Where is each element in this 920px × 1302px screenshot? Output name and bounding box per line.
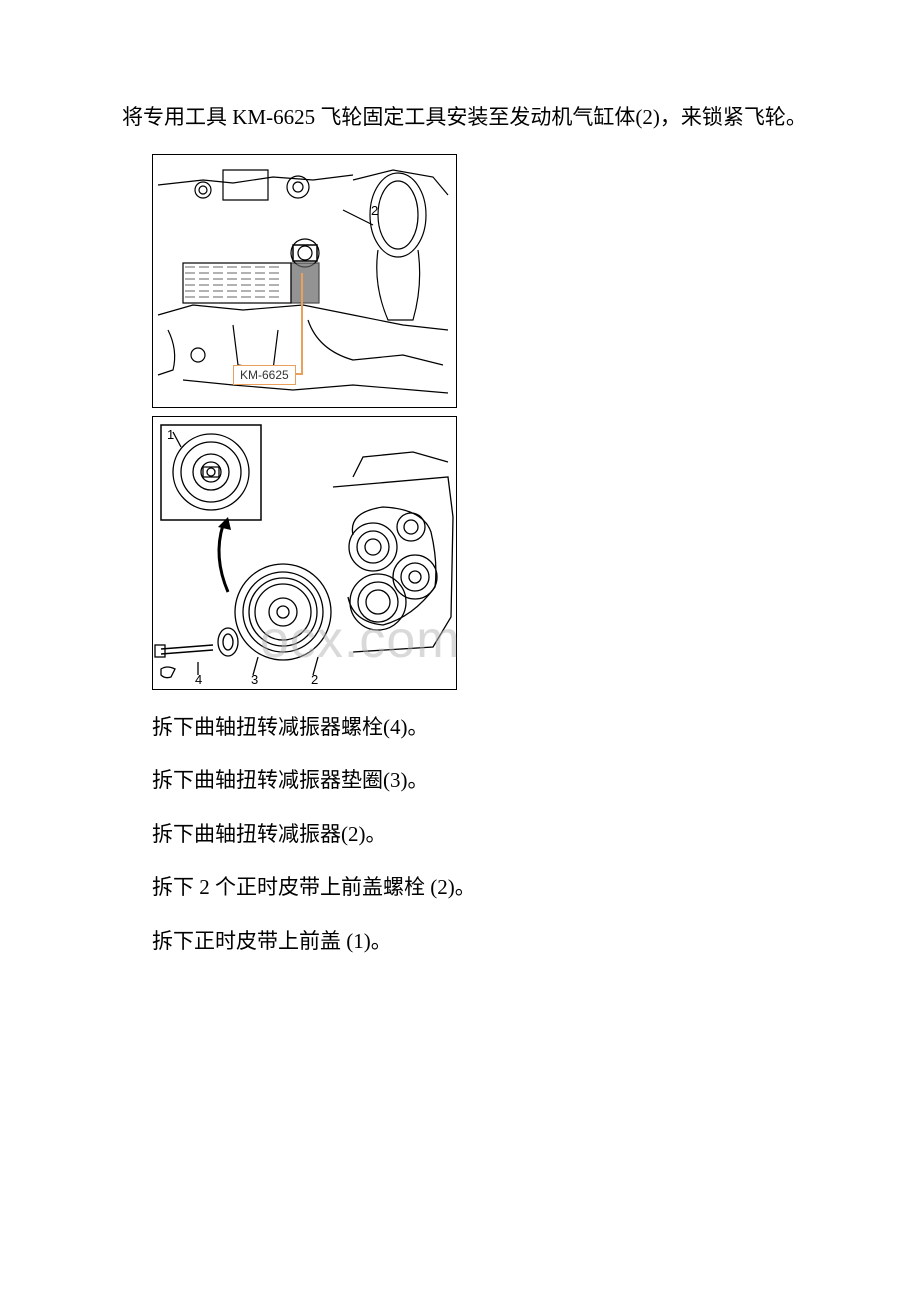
step-4: 拆下 2 个正时皮带上前盖螺栓 (2)。: [152, 872, 840, 904]
step-3: 拆下曲轴扭转减振器(2)。: [152, 819, 840, 851]
figure-1: 2 KM-6625: [152, 154, 457, 408]
callout-km-6625: KM-6625: [233, 365, 296, 385]
callout-line: [301, 273, 303, 373]
intro-paragraph: 将专用工具 KM-6625 飞轮固定工具安装至发动机气缸体(2)，来锁紧飞轮。: [80, 100, 840, 136]
figure-2-marker-2: 2: [311, 672, 318, 687]
figure-1-marker-2: 2: [371, 203, 378, 218]
figure-2-marker-4: 4: [195, 672, 202, 687]
step-5: 拆下正时皮带上前盖 (1)。: [152, 926, 840, 958]
figure-2-marker-3: 3: [251, 672, 258, 687]
figure-2-svg: [153, 417, 457, 690]
step-2: 拆下曲轴扭转减振器垫圈(3)。: [152, 765, 840, 797]
figure-1-container: 2 KM-6625: [152, 154, 840, 690]
figure-2: 1 2 3 4: [152, 416, 457, 690]
figure-2-marker-1: 1: [167, 427, 174, 442]
figure-1-svg: [153, 155, 457, 408]
step-1: 拆下曲轴扭转减振器螺栓(4)。: [152, 712, 840, 744]
